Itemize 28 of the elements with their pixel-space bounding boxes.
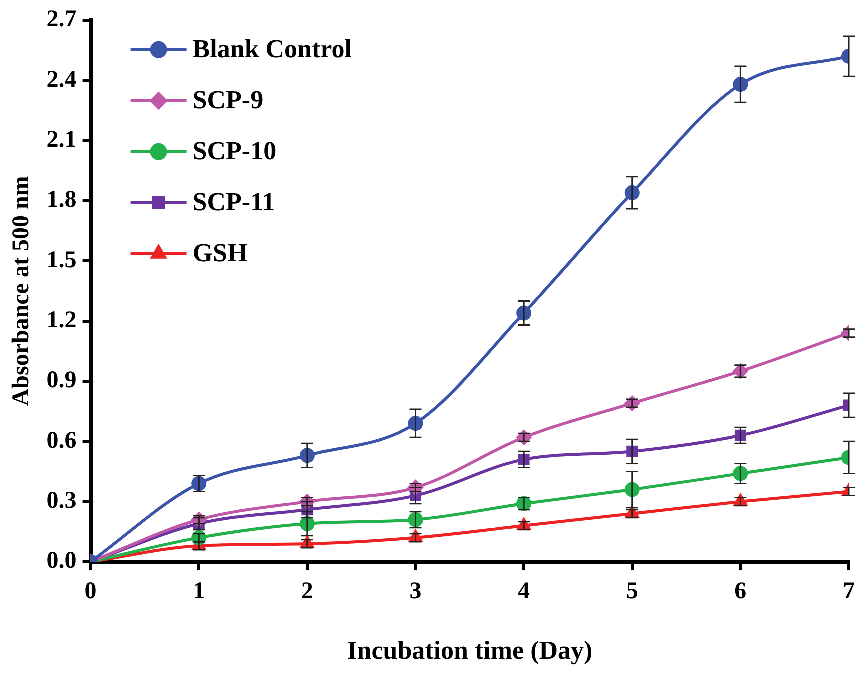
x-tick-label: 2 xyxy=(301,578,314,605)
y-tick-label: 1.5 xyxy=(46,247,77,274)
x-tick-label: 4 xyxy=(518,578,530,605)
y-tick-label: 2.1 xyxy=(46,126,77,153)
x-tick-label: 7 xyxy=(843,578,855,605)
point xyxy=(516,430,532,446)
x-tick-label: 6 xyxy=(734,578,747,605)
y-tick-label: 1.2 xyxy=(46,307,77,334)
legend-label: SCP-11 xyxy=(192,188,276,217)
y-tick-label: 2.7 xyxy=(46,6,77,33)
x-tick-label: 0 xyxy=(84,578,97,605)
x-axis-title: Incubation time (Day) xyxy=(347,636,593,666)
y-tick-label: 0.9 xyxy=(46,368,77,394)
point xyxy=(624,396,640,412)
legend-label: GSH xyxy=(192,238,248,268)
legend-label: SCP-10 xyxy=(192,136,277,166)
legend-label: Blank Control xyxy=(192,34,352,64)
legend-label: SCP-9 xyxy=(192,86,264,115)
y-tick-label: 0.6 xyxy=(46,428,77,454)
point xyxy=(192,530,207,546)
y-tick-label: 0.0 xyxy=(46,548,77,574)
y-tick-label: 1.8 xyxy=(46,187,77,214)
y-tick-label: 0.3 xyxy=(46,488,77,514)
x-tick-label: 1 xyxy=(193,578,206,605)
y-tick-label: 2.4 xyxy=(46,66,77,93)
x-tick-label: 5 xyxy=(626,578,638,605)
y-axis-title: Absorbance at 500 nm xyxy=(8,176,35,406)
x-tick-label: 3 xyxy=(410,578,422,605)
